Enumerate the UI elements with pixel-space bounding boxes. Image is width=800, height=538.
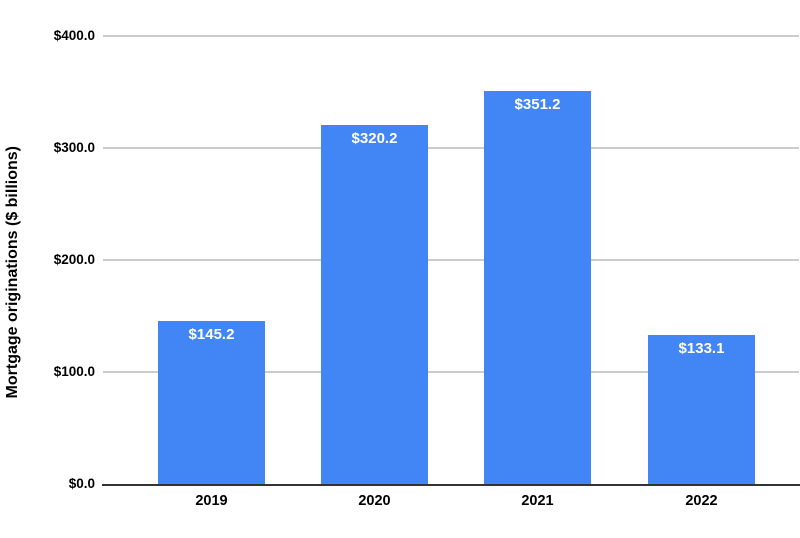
bar-value-label: $320.2 [351, 130, 398, 148]
y-axis-tick-label: $300.0 [53, 140, 95, 155]
bar-2022 [648, 334, 755, 484]
y-gridline [103, 371, 799, 373]
x-axis-tick-label: 2020 [358, 493, 391, 509]
y-axis-tick-label: $100.0 [53, 364, 95, 379]
x-axis-tick-label: 2021 [521, 493, 554, 509]
bar-value-label: $351.2 [514, 95, 561, 113]
bar-2019 [158, 321, 265, 484]
x-axis-tick-label: 2022 [685, 493, 718, 509]
bar-value-label: $145.2 [188, 326, 235, 344]
y-gridline [103, 35, 799, 37]
bar-2020 [321, 125, 428, 484]
y-axis-tick-label: $200.0 [53, 252, 95, 267]
y-axis-tick-label: $400.0 [53, 28, 95, 43]
bar-value-label: $133.1 [678, 339, 725, 357]
y-gridline [103, 147, 799, 149]
x-axis-tick-label: 2019 [195, 493, 228, 509]
y-gridline [103, 259, 799, 261]
y-axis-title-text: Mortgage originations ($ billions) [4, 145, 21, 399]
bar-2021 [484, 90, 591, 484]
x-axis-line [102, 483, 800, 486]
y-axis-title: Mortgage originations ($ billions) [0, 36, 26, 508]
y-axis-tick-label: $0.0 [68, 476, 95, 491]
